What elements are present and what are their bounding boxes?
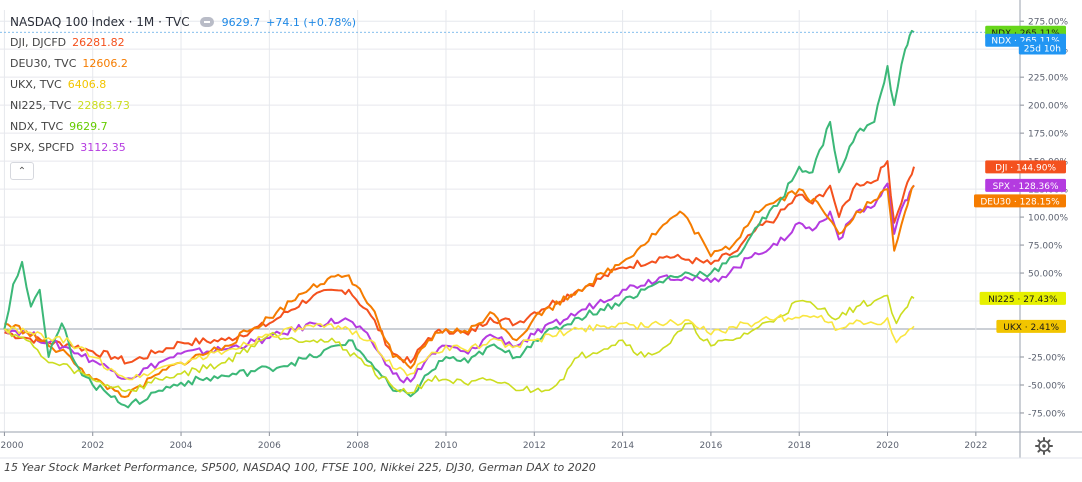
price-tag: SPX · 128.36% bbox=[985, 178, 1066, 192]
y-tick-label: 200.00% bbox=[1028, 102, 1068, 112]
price-tag: UKX · 2.41% bbox=[996, 319, 1066, 333]
y-tick-label: -75.00% bbox=[1028, 409, 1066, 419]
series-line-ni225 bbox=[4, 294, 915, 395]
legend-value: 12606.2 bbox=[82, 57, 128, 70]
visibility-toggle-icon[interactable] bbox=[199, 17, 214, 27]
x-tick-label: 2004 bbox=[170, 441, 193, 451]
main-change: +74.1 (+0.78%) bbox=[266, 15, 357, 29]
y-tick-label: 100.00% bbox=[1028, 214, 1068, 224]
y-tick-label: 75.00% bbox=[1028, 242, 1063, 252]
price-tag-label: NI225 · 27.43% bbox=[988, 295, 1058, 305]
figure-caption: 15 Year Stock Market Performance, SP500,… bbox=[4, 461, 596, 474]
x-tick-label: 2016 bbox=[699, 441, 722, 451]
legend-value: 26281.82 bbox=[72, 36, 125, 49]
price-tag-label: DJI · 144.90% bbox=[995, 163, 1056, 173]
x-tick-label: 2002 bbox=[81, 441, 104, 451]
y-tick-label: -50.00% bbox=[1028, 381, 1066, 391]
x-tick-label: 2010 bbox=[435, 441, 458, 451]
price-tag-label: 25d 10h bbox=[1024, 45, 1061, 55]
x-tick-label: 2014 bbox=[611, 441, 634, 451]
price-tag-bg bbox=[1018, 41, 1066, 55]
main-symbol-title[interactable]: NASDAQ 100 Index · 1M · TVC bbox=[10, 15, 190, 29]
legend-symbol: DJI, DJCFD bbox=[10, 36, 67, 49]
legend-row[interactable]: NDX, TVC 9629.7 bbox=[10, 116, 356, 137]
price-tag-bg bbox=[996, 319, 1066, 333]
price-tag-bg bbox=[985, 160, 1066, 174]
legend-symbol: NDX, TVC bbox=[10, 120, 64, 133]
price-tag-label: DEU30 · 128.15% bbox=[980, 197, 1060, 207]
series-line-deu30 bbox=[4, 184, 915, 398]
chevron-up-icon: ⌃ bbox=[17, 165, 27, 177]
legend-symbol: SPX, SPCFD bbox=[10, 141, 75, 154]
series-line-dji bbox=[4, 160, 915, 365]
y-tick-label: 225.00% bbox=[1028, 74, 1068, 84]
legend-header[interactable]: NASDAQ 100 Index · 1M · TVC 9629.7 +74.1… bbox=[10, 12, 356, 32]
legend-symbol: DEU30, TVC bbox=[10, 57, 77, 70]
y-tick-label: -25.00% bbox=[1028, 354, 1066, 364]
series-line-ndx bbox=[3, 29, 915, 409]
price-tag-bg bbox=[985, 178, 1066, 192]
x-tick-label: 2006 bbox=[258, 441, 281, 451]
price-tag: DJI · 144.90% bbox=[985, 160, 1066, 174]
legend-row[interactable]: DJI, DJCFD 26281.82 bbox=[10, 32, 356, 53]
x-tick-label: 2012 bbox=[523, 441, 546, 451]
price-tag-bg bbox=[979, 291, 1066, 305]
legend: NASDAQ 100 Index · 1M · TVC 9629.7 +74.1… bbox=[10, 12, 356, 180]
legend-row[interactable]: SPX, SPCFD 3112.35 bbox=[10, 137, 356, 158]
legend-row[interactable]: UKX, TVC 6406.8 bbox=[10, 74, 356, 95]
legend-row[interactable]: NI225, TVC 22863.73 bbox=[10, 95, 356, 116]
x-tick-label: 2022 bbox=[964, 441, 987, 451]
main-price: 9629.7 bbox=[221, 15, 261, 29]
x-tick-label: 2020 bbox=[876, 441, 899, 451]
settings-gear-icon[interactable] bbox=[1035, 437, 1053, 455]
legend-symbol: NI225, TVC bbox=[10, 99, 72, 112]
price-tag-bg bbox=[974, 194, 1066, 208]
price-tag: 25d 10h bbox=[1018, 41, 1066, 55]
y-tick-label: 50.00% bbox=[1028, 270, 1063, 280]
y-tick-label: 175.00% bbox=[1028, 130, 1068, 140]
x-tick-label: 2000 bbox=[1, 441, 24, 451]
legend-row[interactable]: DEU30, TVC 12606.2 bbox=[10, 53, 356, 74]
series-line-spx bbox=[3, 182, 915, 384]
legend-rows: DJI, DJCFD 26281.82 DEU30, TVC 12606.2 UKX, … bbox=[10, 32, 356, 158]
y-tick-label: 275.00% bbox=[1028, 18, 1068, 28]
x-tick-label: 2018 bbox=[788, 441, 811, 451]
legend-value: 9629.7 bbox=[69, 120, 108, 133]
x-tick-label: 2008 bbox=[346, 441, 369, 451]
price-tag: NI225 · 27.43% bbox=[979, 291, 1066, 305]
series-layer bbox=[0, 29, 1020, 409]
legend-value: 22863.73 bbox=[77, 99, 130, 112]
price-tag-label: UKX · 2.41% bbox=[1003, 323, 1059, 333]
legend-value: 3112.35 bbox=[80, 141, 126, 154]
price-tag-label: SPX · 128.36% bbox=[993, 182, 1059, 192]
collapse-legend-button[interactable]: ⌃ bbox=[10, 162, 34, 180]
series-line-ukx bbox=[3, 313, 915, 381]
price-tag: DEU30 · 128.15% bbox=[974, 194, 1066, 208]
legend-symbol: UKX, TVC bbox=[10, 78, 62, 91]
legend-value: 6406.8 bbox=[67, 78, 107, 91]
